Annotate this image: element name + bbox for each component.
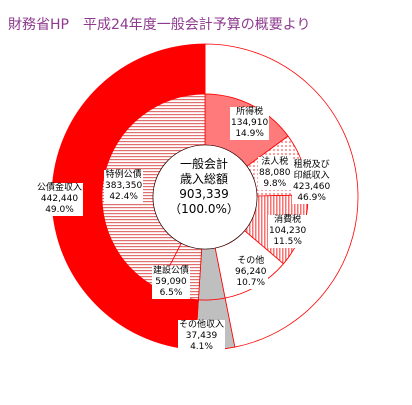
label-construction-bond-name: 建設公債 bbox=[153, 266, 190, 276]
label-corporate-tax-name: 法人税 bbox=[261, 157, 289, 167]
label-outer-other-percent: 4.1% bbox=[190, 342, 213, 352]
center-percent: （100.0%） bbox=[169, 202, 239, 216]
center-label: 一般会計 歳入総額 903,339 （100.0%） bbox=[154, 157, 254, 217]
label-outer-tax-name-2: 印紙収入 bbox=[293, 171, 330, 181]
label-consumption-tax-value: 104,230 bbox=[269, 226, 307, 236]
label-outer-other: その他収入 37,439 4.1% bbox=[178, 320, 226, 353]
chart-caption: 財務省HP 平成24年度一般会計予算の概要より bbox=[8, 17, 311, 33]
label-corporate-tax: 法人税 88,080 9.8% bbox=[258, 157, 292, 190]
label-other-tax: その他 96,240 10.7% bbox=[234, 256, 268, 289]
center-title-1: 一般会計 bbox=[179, 157, 228, 171]
label-outer-other-value: 37,439 bbox=[185, 331, 218, 341]
label-corporate-tax-percent: 9.8% bbox=[263, 179, 287, 189]
center-title-2: 歳入総額 bbox=[179, 172, 228, 186]
label-outer-tax-percent: 46.9% bbox=[297, 193, 326, 203]
label-consumption-tax-percent: 11.5% bbox=[273, 237, 302, 247]
label-special-bond-value: 383,350 bbox=[105, 181, 143, 191]
label-income-tax: 所得税 134,910 14.9% bbox=[230, 107, 270, 140]
label-special-bond-percent: 42.4% bbox=[109, 192, 138, 202]
label-other-tax-name: その他 bbox=[237, 256, 265, 266]
label-outer-tax-name-1: 租税及び bbox=[293, 160, 330, 170]
center-hole bbox=[152, 144, 258, 250]
label-construction-bond-value: 59,090 bbox=[155, 277, 187, 287]
label-outer-bond-name: 公債金収入 bbox=[37, 183, 83, 193]
label-special-bond-name: 特例公債 bbox=[105, 170, 142, 180]
label-consumption-tax-name: 消費税 bbox=[274, 215, 302, 225]
label-other-tax-value: 96,240 bbox=[235, 267, 267, 277]
label-special-bond: 特例公債 383,350 42.4% bbox=[104, 170, 144, 203]
label-outer-bond-percent: 49.0% bbox=[45, 205, 74, 215]
label-corporate-tax-value: 88,080 bbox=[259, 168, 291, 178]
label-income-tax-percent: 14.9% bbox=[235, 129, 264, 139]
label-income-tax-name: 所得税 bbox=[236, 107, 264, 117]
label-outer-bond: 公債金収入 442,440 49.0% bbox=[36, 183, 84, 216]
label-other-tax-percent: 10.7% bbox=[236, 278, 266, 288]
label-income-tax-value: 134,910 bbox=[231, 118, 269, 128]
label-outer-other-name: その他収入 bbox=[179, 320, 225, 330]
label-outer-bond-value: 442,440 bbox=[40, 194, 79, 204]
label-outer-tax-value: 423,460 bbox=[293, 182, 331, 192]
label-consumption-tax: 消費税 104,230 11.5% bbox=[268, 215, 308, 248]
center-total: 903,339 bbox=[179, 187, 229, 201]
label-construction-bond: 建設公債 59,090 6.5% bbox=[152, 266, 191, 299]
label-construction-bond-percent: 6.5% bbox=[159, 288, 183, 298]
label-outer-tax: 租税及び 印紙収入 423,460 46.9% bbox=[292, 160, 332, 204]
